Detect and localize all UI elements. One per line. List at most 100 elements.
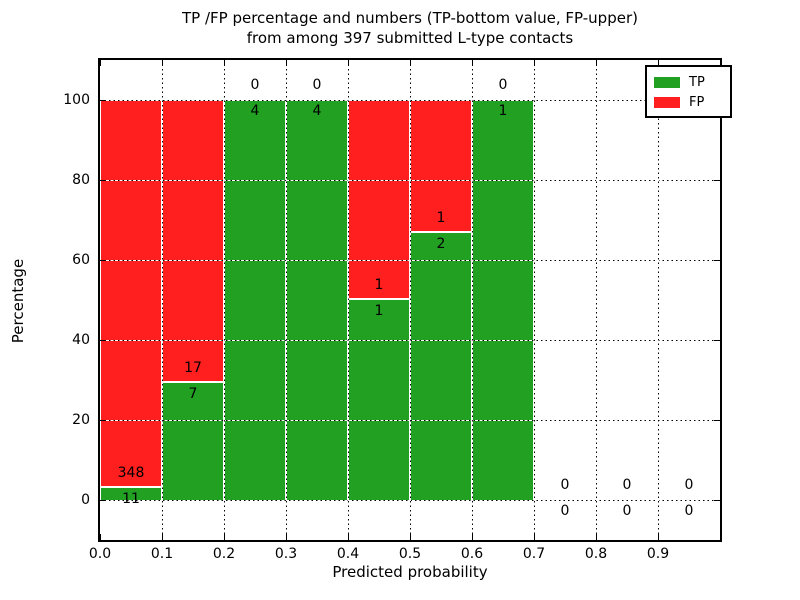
bar-segment-tp bbox=[286, 100, 348, 500]
v-gridline bbox=[162, 60, 163, 540]
y-tick-mark-right bbox=[714, 420, 720, 421]
x-tick-mark bbox=[224, 534, 225, 540]
v-gridline bbox=[410, 60, 411, 540]
chart-title-line-1: TP /FP percentage and numbers (TP-bottom… bbox=[182, 9, 638, 27]
y-tick-mark bbox=[100, 500, 106, 501]
v-gridline bbox=[286, 60, 287, 540]
x-tick-mark-top bbox=[472, 60, 473, 66]
bar-segment-tp bbox=[162, 383, 224, 500]
bar-label-tp-count: 11 bbox=[122, 490, 140, 507]
legend-label-fp: FP bbox=[689, 94, 705, 110]
x-tick-mark bbox=[100, 534, 101, 540]
x-tick-mark bbox=[286, 534, 287, 540]
y-tick-mark-right bbox=[714, 340, 720, 341]
bar-label-tp-count: 1 bbox=[374, 303, 384, 319]
bar-label-fp-count: 0 bbox=[312, 77, 322, 93]
v-gridline bbox=[658, 60, 659, 540]
v-gridline bbox=[472, 60, 473, 540]
x-tick-label: 0.2 bbox=[212, 546, 236, 562]
bar-label-tp-count: 4 bbox=[312, 103, 322, 119]
x-tick-mark-top bbox=[224, 60, 225, 66]
x-tick-label: 0.5 bbox=[398, 546, 422, 562]
y-tick-mark bbox=[100, 260, 106, 261]
plot-frame: 348 11 17 7 0 4 0 4 1 1 1 2 0 1 0 0 0 0 0 0 bbox=[98, 58, 722, 542]
x-tick-mark bbox=[658, 534, 659, 540]
bar-label-tp-count: 0 bbox=[560, 503, 570, 519]
x-axis-label: Predicted probability bbox=[332, 563, 488, 581]
y-tick-label: 40 bbox=[72, 332, 90, 348]
x-tick-mark bbox=[472, 534, 473, 540]
bar-segment-fp bbox=[348, 100, 410, 300]
bar-label-fp-count: 0 bbox=[250, 77, 260, 93]
x-tick-mark bbox=[596, 534, 597, 540]
y-tick-mark bbox=[100, 180, 106, 181]
x-tick-mark-top bbox=[286, 60, 287, 66]
bar-label-fp-count: 348 bbox=[117, 464, 145, 481]
bar-label-fp-count: 0 bbox=[622, 477, 632, 493]
x-tick-mark bbox=[162, 534, 163, 540]
bar-label-tp-count: 1 bbox=[498, 103, 508, 119]
bar-label-fp-count: 0 bbox=[684, 477, 694, 493]
y-tick-mark bbox=[100, 100, 106, 101]
x-tick-mark-top bbox=[596, 60, 597, 66]
y-tick-mark-right bbox=[714, 500, 720, 501]
x-tick-label: 0.6 bbox=[460, 546, 484, 562]
y-axis-label: Percentage bbox=[9, 258, 27, 344]
bar-label-fp-count: 17 bbox=[184, 360, 202, 377]
bar-label-tp-count: 7 bbox=[188, 386, 198, 403]
bar-label-tp-count: 0 bbox=[622, 503, 632, 519]
y-tick-label: 80 bbox=[72, 172, 90, 188]
v-gridline bbox=[224, 60, 225, 540]
legend-item-fp: FP bbox=[654, 92, 724, 112]
x-tick-mark-top bbox=[534, 60, 535, 66]
bar-segment-tp bbox=[410, 233, 472, 500]
v-gridline bbox=[348, 60, 349, 540]
plot-area: 348 11 17 7 0 4 0 4 1 1 1 2 0 1 0 0 0 0 0 0 bbox=[100, 60, 720, 540]
v-gridline bbox=[596, 60, 597, 540]
x-tick-label: 0.3 bbox=[274, 546, 298, 562]
x-tick-label: 0.7 bbox=[522, 546, 546, 562]
bar-segment-tp bbox=[348, 300, 410, 500]
x-tick-label: 0.8 bbox=[584, 546, 608, 562]
fp-color-swatch bbox=[654, 96, 680, 108]
y-tick-mark-right bbox=[714, 180, 720, 181]
x-tick-mark bbox=[410, 534, 411, 540]
y-tick-label: 20 bbox=[72, 412, 90, 428]
x-tick-mark-top bbox=[658, 60, 659, 66]
y-tick-mark bbox=[100, 420, 106, 421]
bar-label-tp-count: 0 bbox=[684, 503, 694, 519]
legend-label-tp: TP bbox=[689, 74, 705, 90]
x-tick-mark-top bbox=[410, 60, 411, 66]
y-tick-label: 100 bbox=[63, 92, 90, 108]
y-tick-label: 60 bbox=[72, 252, 90, 268]
chart-title-line-2: from among 397 submitted L-type contacts bbox=[246, 29, 574, 47]
bar-label-tp-count: 4 bbox=[250, 103, 260, 119]
y-tick-label: 0 bbox=[81, 492, 90, 508]
bar-segment-tp bbox=[100, 487, 162, 500]
bar-segment-tp bbox=[224, 100, 286, 500]
x-tick-label: 0.1 bbox=[150, 546, 174, 562]
x-tick-label: 0.0 bbox=[88, 546, 112, 562]
y-tick-mark bbox=[100, 340, 106, 341]
x-tick-mark bbox=[348, 534, 349, 540]
x-tick-label: 0.9 bbox=[646, 546, 670, 562]
chart-title: TP /FP percentage and numbers (TP-bottom… bbox=[100, 8, 720, 48]
legend-item-tp: TP bbox=[654, 72, 724, 92]
bar-label-tp-count: 2 bbox=[436, 236, 446, 253]
v-gridline bbox=[534, 60, 535, 540]
y-tick-mark-right bbox=[714, 260, 720, 261]
x-tick-mark-top bbox=[100, 60, 101, 66]
x-tick-mark bbox=[534, 534, 535, 540]
x-tick-mark-top bbox=[162, 60, 163, 66]
bar-label-fp-count: 0 bbox=[498, 77, 508, 93]
legend: TP FP bbox=[645, 65, 732, 118]
bar-label-fp-count: 1 bbox=[374, 277, 384, 293]
tp-color-swatch bbox=[654, 76, 680, 88]
x-tick-mark-top bbox=[348, 60, 349, 66]
bar-segment-fp bbox=[100, 100, 162, 488]
x-tick-label: 0.4 bbox=[336, 546, 360, 562]
bar-label-fp-count: 1 bbox=[436, 210, 446, 227]
bar-segment-tp bbox=[472, 100, 534, 500]
bar-label-fp-count: 0 bbox=[560, 477, 570, 493]
